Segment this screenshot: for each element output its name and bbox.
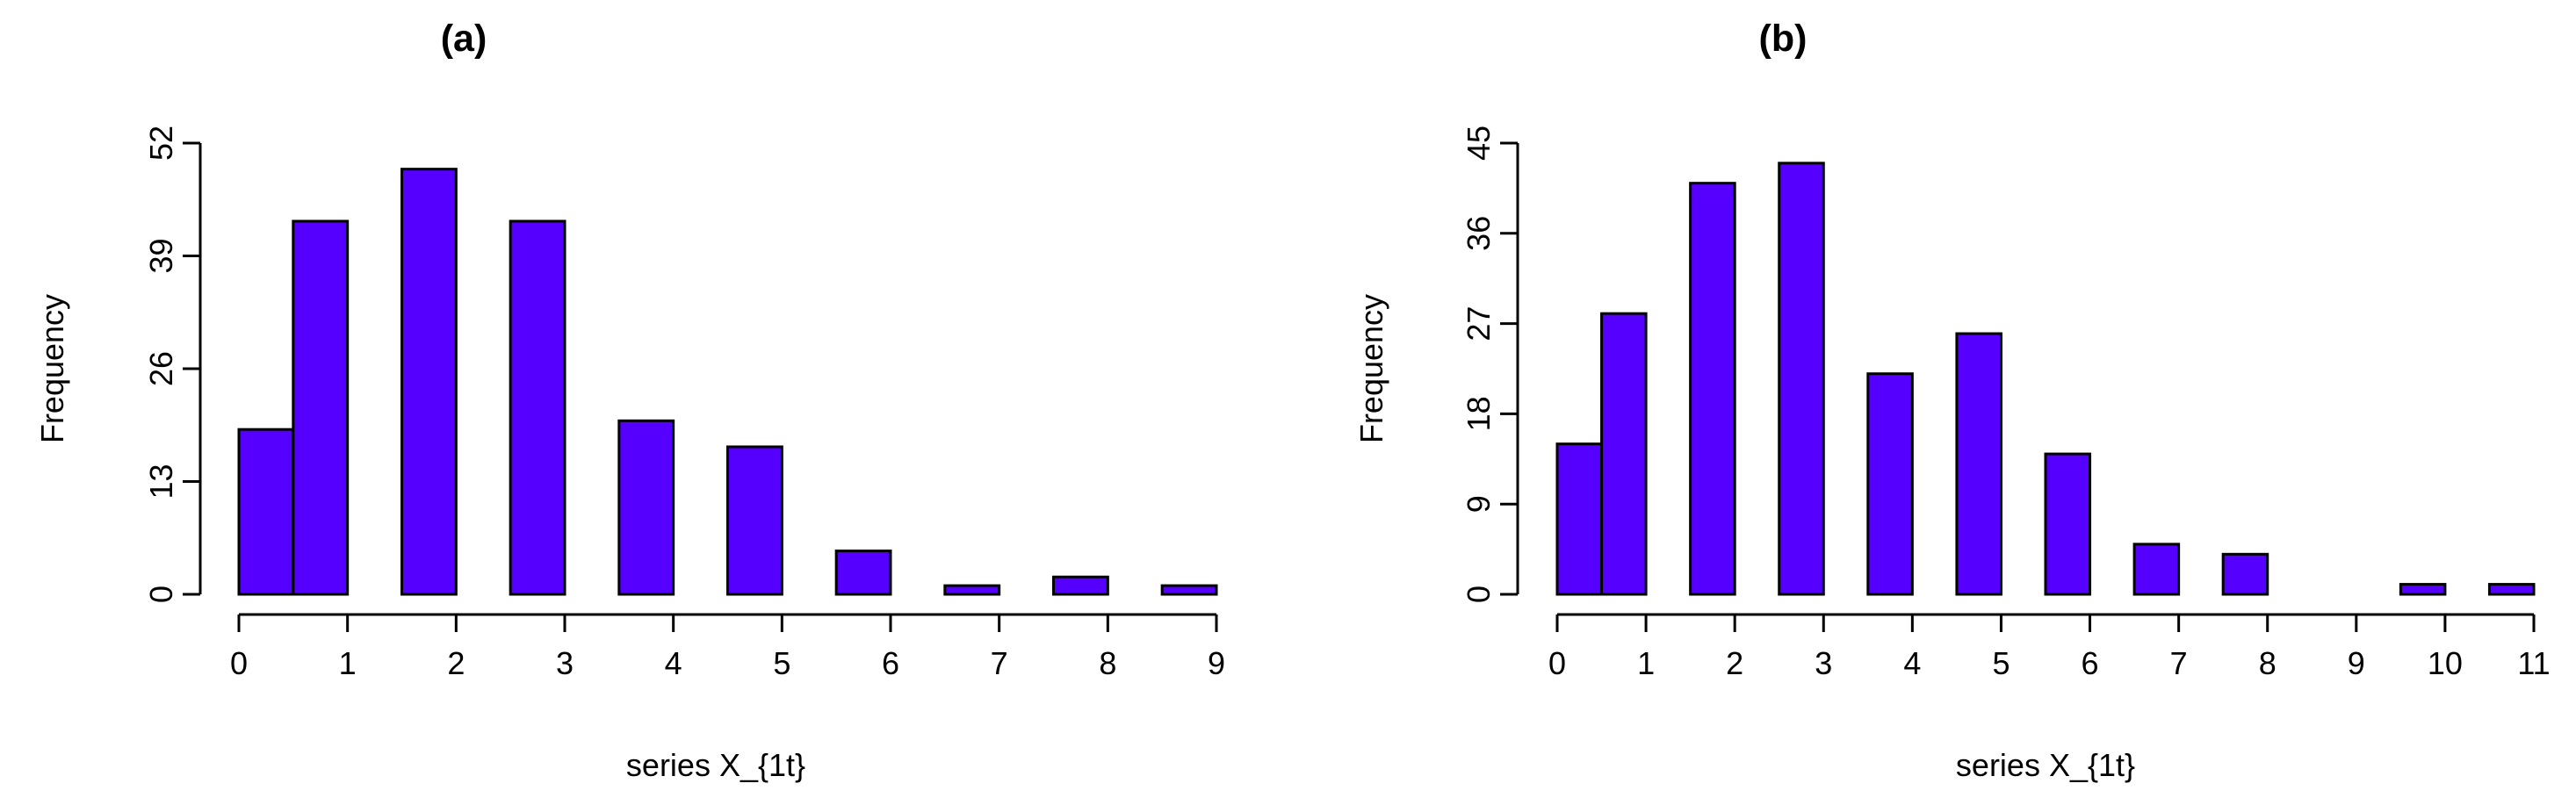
chart-title: (b) [1759,18,1808,60]
y-axis-label: Frequency [1353,294,1389,443]
x-tick-label: 2 [1726,645,1743,681]
x-tick-label: 4 [1903,645,1921,681]
x-tick-label: 3 [1815,645,1832,681]
x-tick-label: 9 [2348,645,2365,681]
x-tick-label: 1 [1637,645,1655,681]
x-tick-label: 0 [1548,645,1566,681]
y-tick-label: 39 [143,238,179,273]
x-tick-label: 1 [339,645,357,681]
x-tick-label: 3 [556,645,574,681]
x-tick-label: 7 [2170,645,2188,681]
x-axis-label: series X_{1t} [1956,747,2135,783]
histogram-bar [2399,583,2447,596]
histogram-bar [1600,312,1648,596]
histogram-bar [1866,372,1914,596]
y-tick-label: 36 [1461,216,1497,251]
histogram-bar [2044,452,2092,596]
x-tick-label: 4 [665,645,682,681]
y-tick-label: 27 [1461,306,1497,341]
histogram-bar [1689,182,1736,596]
y-tick-label: 18 [1461,396,1497,431]
histogram-bar [726,445,783,596]
y-axis-label: Frequency [34,294,70,443]
x-tick-label: 9 [1208,645,1225,681]
histogram-bar [1052,575,1109,596]
histogram-panel-a: (a) 0 13 26 39 52 0 1 2 3 4 5 6 7 8 9 series X_{1t} Frequ… [34,18,1225,783]
histogram-bar [1555,442,1604,596]
x-axis-label: series X_{1t} [626,747,805,783]
histogram-bar [2132,543,2181,596]
x-tick-label: 2 [447,645,465,681]
x-tick-label: 8 [2259,645,2277,681]
x-tick-label: 6 [2082,645,2099,681]
histogram-bar [617,419,675,596]
histogram-bar [292,219,350,596]
histogram-bar [509,219,566,596]
y-tick-label: 13 [143,464,179,499]
histogram-bar [1955,332,2002,596]
histogram-bar [400,168,458,596]
y-tick-label: 9 [1461,495,1497,513]
y-tick-label: 26 [143,351,179,386]
histogram-bar [1778,162,1825,596]
x-tick-label: 11 [2517,645,2550,681]
histogram-bar [2221,552,2269,596]
x-tick-label: 10 [2428,645,2463,681]
histogram-bar [834,550,892,596]
x-tick-label: 5 [773,645,790,681]
chart-title: (a) [441,18,487,60]
y-tick-label: 0 [1461,586,1497,603]
x-tick-label: 6 [882,645,899,681]
y-tick-label: 52 [143,126,179,161]
histogram-bar [237,428,295,596]
x-tick-label: 8 [1099,645,1116,681]
y-tick-label: 45 [1461,126,1497,161]
y-tick-label: 0 [143,586,179,603]
histogram-bar [943,584,1001,596]
x-tick-label: 7 [991,645,1008,681]
x-tick-label: 0 [230,645,248,681]
x-tick-label: 5 [1992,645,2010,681]
histogram-bar [2487,583,2536,596]
histogram-bar [1160,584,1218,596]
